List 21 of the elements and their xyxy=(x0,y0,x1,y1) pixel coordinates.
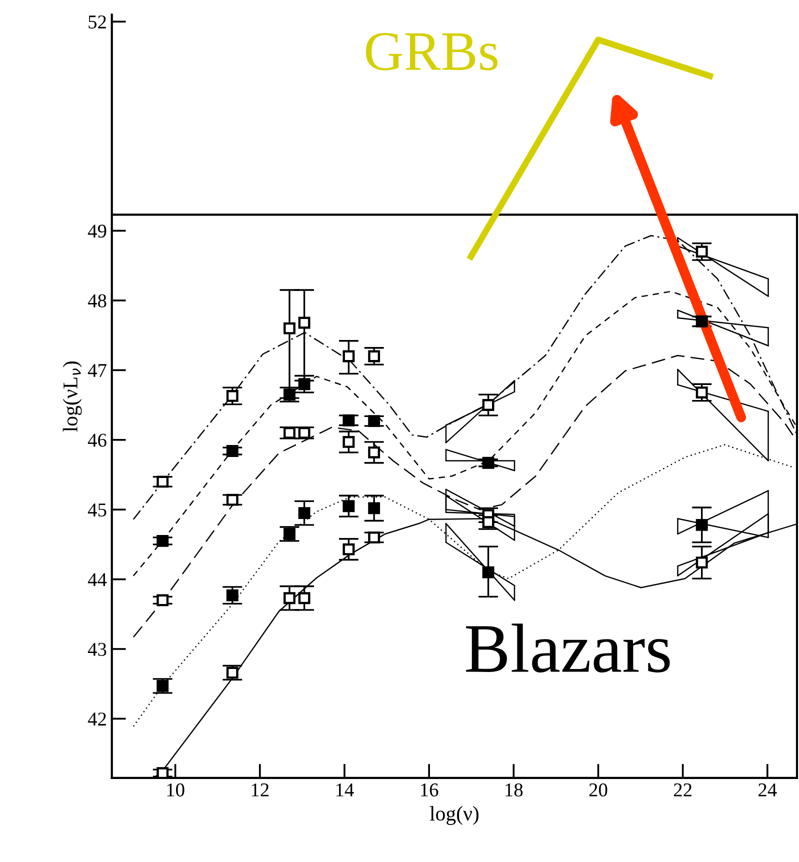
x-tick-label: 14 xyxy=(336,783,354,796)
x-tick-label: 18 xyxy=(506,783,523,796)
x-tick-label: 20 xyxy=(589,783,608,796)
x-tick-label: 12 xyxy=(252,783,269,796)
y-tick-label: 49 xyxy=(88,224,106,238)
y-tick-label: 43 xyxy=(88,642,106,656)
series-label: GRBs xyxy=(366,32,498,70)
x-tick-label: 16 xyxy=(421,783,438,796)
x-tick-label: 22 xyxy=(674,783,692,796)
x-tick-label: 10 xyxy=(167,783,184,796)
y-tick-label: 52 xyxy=(88,15,106,29)
y-tick-label: 45 xyxy=(88,504,106,517)
y-tick-label: 44 xyxy=(88,573,107,586)
x-axis-title: log(ν) xyxy=(430,806,478,825)
annotation: Blazars xyxy=(466,624,670,672)
y-tick-label: 48 xyxy=(88,294,106,308)
y-axis-title: log(νL$_{ν}$) xyxy=(62,361,82,432)
y-tick-label: 42 xyxy=(88,712,106,726)
y-tick-label: 46 xyxy=(88,434,106,447)
y-tick-label: 47 xyxy=(88,364,106,377)
x-tick-label: 24 xyxy=(758,783,777,796)
